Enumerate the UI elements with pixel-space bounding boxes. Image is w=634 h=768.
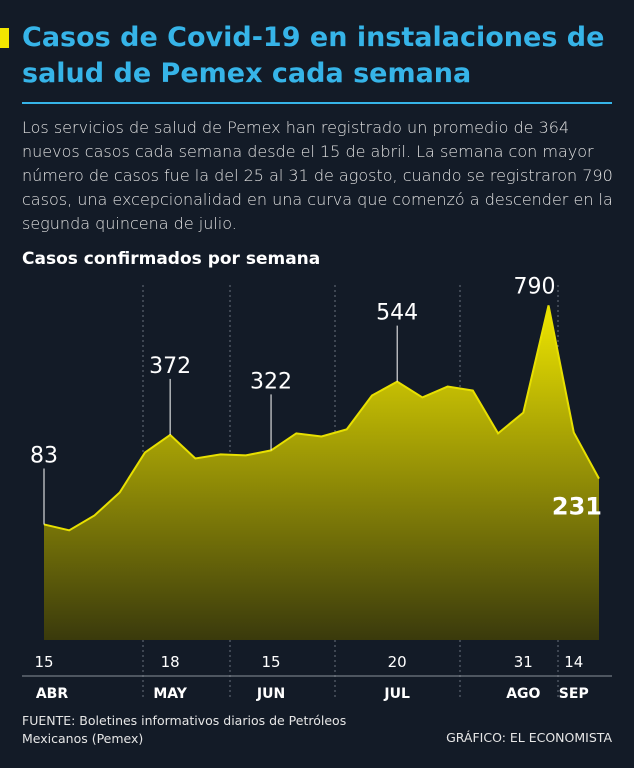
data-label: 83 <box>30 443 58 468</box>
subtitle: Los servicios de salud de Pemex han regi… <box>22 118 613 233</box>
x-month-label: SEP <box>559 686 589 702</box>
data-label: 372 <box>149 354 191 379</box>
area-line <box>43 305 600 532</box>
x-month-label: AGO <box>506 686 540 702</box>
chart-title: Casos confirmados por semana <box>22 249 321 269</box>
x-tick-label: 18 <box>161 653 180 671</box>
x-tick-label: 14 <box>564 653 583 671</box>
data-label: 790 <box>514 274 556 299</box>
x-month-label: JUN <box>256 686 285 702</box>
credit: GRÁFICO: EL ECONOMISTA <box>446 730 612 745</box>
x-tick-label: 20 <box>388 653 407 671</box>
area <box>44 305 599 640</box>
x-month-label: ABR <box>36 686 69 702</box>
x-tick-label: 15 <box>261 653 280 671</box>
data-label: 322 <box>250 369 292 394</box>
title: Casos de Covid-19 en instalaciones de sa… <box>22 22 605 89</box>
x-tick-label: 15 <box>34 653 53 671</box>
data-label: 231 <box>552 493 602 521</box>
x-month-label: MAY <box>153 686 187 702</box>
x-tick-label: 31 <box>514 653 533 671</box>
x-month-label: JUL <box>383 686 410 702</box>
data-label: 544 <box>376 301 418 326</box>
title-accent <box>0 28 9 48</box>
source: FUENTE: Boletines informativos diarios d… <box>22 713 347 746</box>
title-rule <box>22 102 612 104</box>
